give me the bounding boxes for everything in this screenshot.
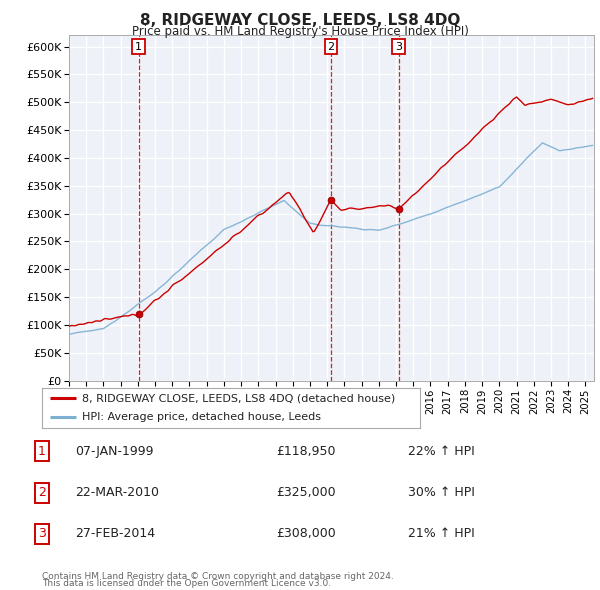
Text: This data is licensed under the Open Government Licence v3.0.: This data is licensed under the Open Gov… [42, 579, 331, 588]
Text: Price paid vs. HM Land Registry's House Price Index (HPI): Price paid vs. HM Land Registry's House … [131, 25, 469, 38]
Text: 8, RIDGEWAY CLOSE, LEEDS, LS8 4DQ: 8, RIDGEWAY CLOSE, LEEDS, LS8 4DQ [140, 13, 460, 28]
Text: 22% ↑ HPI: 22% ↑ HPI [408, 445, 475, 458]
Text: £118,950: £118,950 [276, 445, 335, 458]
Text: HPI: Average price, detached house, Leeds: HPI: Average price, detached house, Leed… [82, 412, 320, 422]
Text: 3: 3 [395, 41, 402, 51]
Text: 3: 3 [38, 527, 46, 540]
Text: £325,000: £325,000 [276, 486, 335, 499]
Text: 22-MAR-2010: 22-MAR-2010 [75, 486, 159, 499]
Text: 30% ↑ HPI: 30% ↑ HPI [408, 486, 475, 499]
Text: Contains HM Land Registry data © Crown copyright and database right 2024.: Contains HM Land Registry data © Crown c… [42, 572, 394, 581]
Text: 1: 1 [135, 41, 142, 51]
Text: 27-FEB-2014: 27-FEB-2014 [75, 527, 155, 540]
Text: 07-JAN-1999: 07-JAN-1999 [75, 445, 154, 458]
Text: 2: 2 [38, 486, 46, 499]
Text: 21% ↑ HPI: 21% ↑ HPI [408, 527, 475, 540]
Text: £308,000: £308,000 [276, 527, 336, 540]
Text: 8, RIDGEWAY CLOSE, LEEDS, LS8 4DQ (detached house): 8, RIDGEWAY CLOSE, LEEDS, LS8 4DQ (detac… [82, 393, 395, 403]
Text: 1: 1 [38, 445, 46, 458]
Text: 2: 2 [328, 41, 335, 51]
